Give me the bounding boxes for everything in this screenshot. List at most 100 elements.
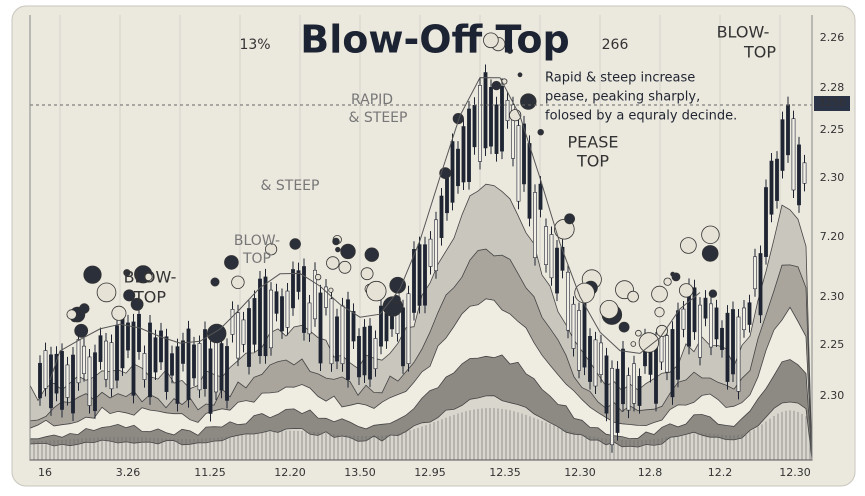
dot [630, 341, 637, 347]
dot [210, 277, 220, 287]
x-tick-label: 3.26 [116, 466, 141, 479]
candle [219, 343, 224, 391]
candle [703, 297, 708, 319]
candle [153, 337, 158, 373]
candle [775, 158, 779, 201]
candle [714, 307, 719, 340]
dot [224, 255, 239, 270]
x-tick-label: 16 [38, 466, 52, 479]
dot [656, 324, 669, 337]
candle [351, 311, 356, 342]
candle [566, 271, 570, 331]
label: TOP [242, 251, 271, 267]
dot [264, 243, 278, 256]
dot [96, 282, 117, 303]
candle [516, 125, 521, 202]
dot [506, 47, 513, 54]
candle [439, 195, 444, 238]
dot [679, 283, 694, 298]
candle [549, 234, 554, 279]
candle [423, 244, 427, 306]
candle [445, 177, 449, 214]
candle [797, 144, 801, 206]
x-tick-label: 11.25 [194, 466, 226, 479]
candle [665, 335, 669, 373]
candle [87, 356, 92, 406]
candle [753, 256, 757, 290]
mountain [29, 395, 813, 461]
price-tag [814, 96, 850, 111]
candle [791, 118, 796, 191]
candle [676, 310, 680, 380]
dot [364, 247, 380, 262]
candle [632, 363, 636, 404]
label: TOP [576, 152, 609, 171]
candle [610, 368, 614, 446]
candle [571, 303, 576, 349]
candle [637, 376, 642, 406]
candle [747, 302, 752, 325]
dot [670, 271, 676, 277]
y-tick-label: 2.25 [820, 123, 845, 136]
x-tick-label: 12.20 [274, 466, 306, 479]
candle [71, 354, 75, 414]
label: PEASE [568, 133, 619, 152]
candle [82, 345, 86, 374]
candle [49, 354, 53, 409]
candle [368, 325, 372, 380]
y-tick-label: 3256 [818, 96, 846, 109]
candle [307, 302, 312, 335]
candle [588, 336, 592, 382]
trend-curve [49, 77, 701, 381]
dot [206, 323, 227, 344]
y-tick-label: 2.30 [820, 171, 845, 184]
label: BLOW- [124, 268, 177, 287]
candle [65, 364, 70, 398]
candle [769, 160, 774, 215]
candle [280, 296, 284, 332]
dot [599, 299, 619, 319]
candle [269, 289, 273, 349]
dot [326, 256, 340, 270]
candle [412, 249, 416, 313]
candle [126, 322, 130, 351]
mountain [29, 298, 813, 461]
candle [203, 329, 207, 389]
candle [494, 104, 499, 154]
candle [142, 353, 147, 380]
candle [489, 87, 493, 147]
candle [93, 352, 97, 412]
candle [186, 328, 191, 400]
candle [120, 318, 125, 369]
candle [362, 326, 367, 376]
dot [701, 245, 719, 262]
candle [621, 348, 625, 405]
dot [335, 246, 341, 253]
title: Blow-Off Top [300, 18, 569, 62]
candle [373, 338, 378, 370]
dot [144, 272, 153, 281]
x-tick-label: 12.30 [564, 466, 596, 479]
note: 266 [602, 37, 629, 53]
candle [456, 148, 460, 187]
candle [731, 309, 735, 375]
candle [258, 278, 262, 357]
dot [340, 243, 356, 260]
candle [192, 344, 196, 379]
candle [461, 126, 466, 183]
dot [332, 237, 340, 246]
candle [384, 312, 389, 342]
dot [638, 332, 660, 353]
dot [338, 260, 352, 274]
candle [472, 105, 477, 148]
candle [505, 100, 510, 122]
description: Rapid & steep increase [545, 71, 695, 86]
candle [544, 226, 548, 265]
candle [214, 334, 218, 393]
candle [137, 313, 141, 353]
candle [725, 312, 730, 382]
x-tick-label: 12.8 [638, 466, 663, 479]
candle [692, 287, 697, 333]
candle [329, 298, 334, 365]
